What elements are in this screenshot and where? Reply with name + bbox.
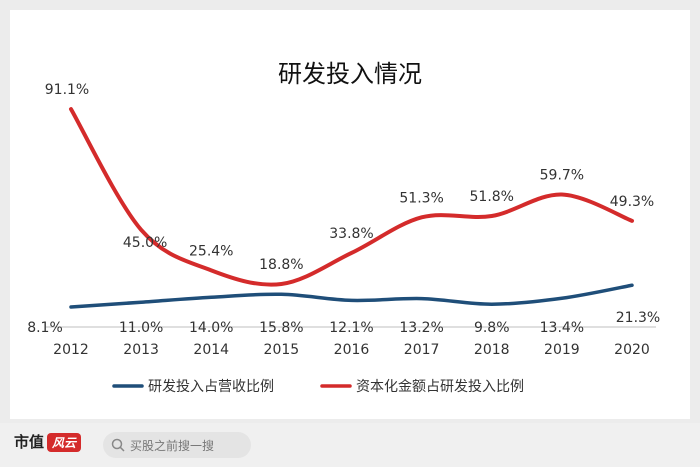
line-chart: 2012 2013 2014 2015 2016 2017 2018 2019 2020 8.1%… xyxy=(27,82,660,395)
search-box[interactable]: 买股之前搜一搜 xyxy=(103,432,251,458)
data-label-series-1: 13.2% xyxy=(399,320,443,336)
x-tick-label: 2015 xyxy=(264,342,300,358)
data-label-series-2: 51.3% xyxy=(399,190,443,206)
x-tick-label: 2013 xyxy=(123,342,159,358)
data-label-series-1: 15.8% xyxy=(259,320,303,336)
data-label-series-1: 14.0% xyxy=(189,320,233,336)
x-tick-label: 2016 xyxy=(334,342,370,358)
chart-title: 研发投入情况 xyxy=(278,60,422,88)
data-label-series-1: 12.1% xyxy=(329,320,373,336)
legend-label-1: 研发投入占营收比例 xyxy=(148,379,274,395)
x-tick-label: 2018 xyxy=(474,342,510,358)
data-label-series-2: 33.8% xyxy=(329,226,373,242)
legend-label-2: 资本化金额占研发投入比例 xyxy=(356,379,524,395)
data-label-series-1: 9.8% xyxy=(474,320,510,336)
series-line-1 xyxy=(69,283,634,309)
search-icon xyxy=(111,438,125,452)
data-label-series-2: 25.4% xyxy=(189,243,233,259)
x-tick-label: 2012 xyxy=(53,342,89,358)
x-tick-label: 2014 xyxy=(193,342,229,358)
brand-badge: 风云 xyxy=(47,433,82,452)
brand-name: 市值 xyxy=(14,433,45,451)
chart-card: 研发投入情况 2012 2013 2014 2015 2016 2017 2018 2019 2… xyxy=(10,10,690,419)
x-tick-label: 2020 xyxy=(614,342,650,358)
data-label-series-1: 8.1% xyxy=(27,320,63,336)
data-label-series-2: 45.0% xyxy=(123,235,167,251)
data-label-series-1: 11.0% xyxy=(119,320,163,336)
data-label-series-1: 21.3% xyxy=(616,310,660,326)
data-label-series-2: 18.8% xyxy=(259,257,303,273)
series-line-2 xyxy=(69,107,634,287)
x-tick-label: 2017 xyxy=(404,342,440,358)
data-label-series-2: 91.1% xyxy=(45,82,89,98)
data-label-series-1: 13.4% xyxy=(540,320,584,336)
data-label-series-2: 49.3% xyxy=(610,194,654,210)
search-placeholder: 买股之前搜一搜 xyxy=(130,438,215,453)
footer-bar: 市值 风云 买股之前搜一搜 xyxy=(0,423,700,467)
x-tick-label: 2019 xyxy=(544,342,580,358)
data-label-series-2: 51.8% xyxy=(470,189,514,205)
data-label-series-2: 59.7% xyxy=(540,168,584,184)
brand-logo[interactable]: 市值 风云 xyxy=(14,431,82,452)
